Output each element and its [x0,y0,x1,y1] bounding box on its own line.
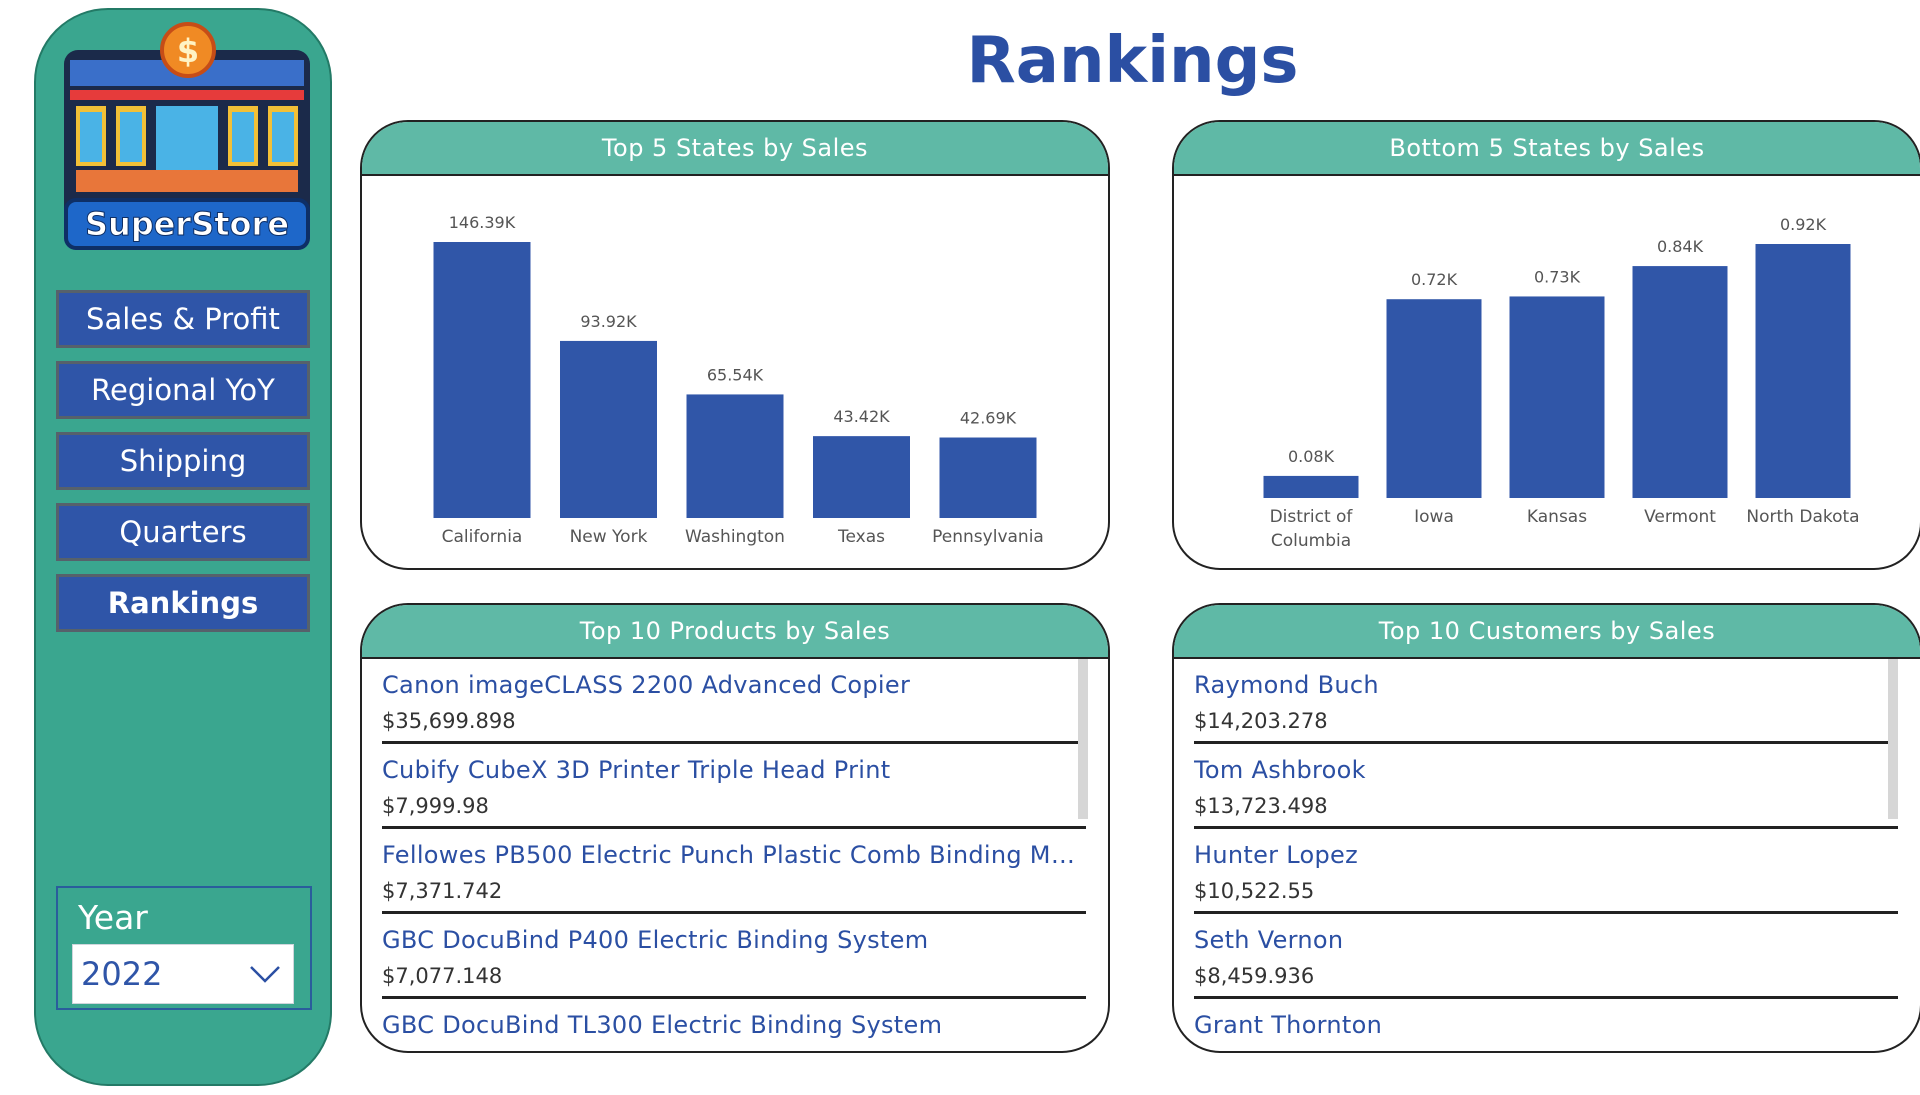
product-name: GBC DocuBind P400 Electric Binding Syste… [382,926,929,954]
category-label: Texas [837,527,885,547]
category-label: District of [1270,507,1354,527]
list-item[interactable]: GBC DocuBind P400 Electric Binding Syste… [382,914,1086,999]
customer-sales: $10,522.55 [1194,879,1315,903]
bar[interactable] [1755,244,1851,498]
category-label: Vermont [1644,507,1716,527]
product-sales: $7,077.148 [382,964,503,988]
card-title: Bottom 5 States by Sales [1174,122,1920,174]
top-states-chart: 146.39K California 93.92K New York 65.54K Was… [433,213,1044,547]
card-title: Top 5 States by Sales [362,122,1108,174]
products-list[interactable]: Canon imageCLASS 2200 Advanced Copier $3… [382,659,1086,1051]
category-label: California [442,527,523,547]
product-sales: $7,999.98 [382,794,489,818]
bottom-states-card: Bottom 5 States by Sales 0.08K District o… [1172,120,1920,570]
list-item[interactable]: Canon imageCLASS 2200 Advanced Copier $3… [382,659,1086,744]
data-label: 0.08K [1288,447,1335,466]
card-title: Top 10 Products by Sales [362,605,1108,657]
category-label: Pennsylvania [932,527,1044,547]
year-dropdown[interactable]: 2022 [72,944,294,1004]
top-products-card: Top 10 Products by Sales Canon imageCLAS… [360,603,1110,1053]
superstore-logo: $ SuperStore [58,20,316,274]
logo-text: SuperStore [85,205,289,243]
data-label: 0.84K [1657,237,1704,256]
list-item[interactable]: Cubify CubeX 3D Printer Triple Head Prin… [382,744,1086,829]
sidebar: $ SuperStore Sales & Profit Regional YoY… [34,8,332,1086]
year-filter: Year 2022 [56,886,312,1010]
year-selected-value: 2022 [81,955,163,993]
data-label: 42.69K [960,409,1017,428]
top-states-card: Top 5 States by Sales 146.39K California 9… [360,120,1110,570]
customer-sales: $8,459.936 [1194,964,1315,988]
bar[interactable] [686,394,784,518]
list-item[interactable]: Grant Thornton [1194,999,1898,1051]
nav-sales-profit-button[interactable]: Sales & Profit [56,290,310,348]
customer-sales: $14,203.278 [1194,709,1328,733]
bar[interactable] [560,340,657,518]
data-label: 43.42K [833,407,890,426]
product-sales: $7,371.742 [382,879,503,903]
customer-sales: $13,723.498 [1194,794,1328,818]
product-name: GBC DocuBind TL300 Electric Binding Syst… [382,1011,943,1039]
nav-regional-yoy-button[interactable]: Regional YoY [56,361,310,419]
category-label: Iowa [1414,507,1454,527]
page-title: Rankings [966,24,1299,98]
data-label: 0.73K [1534,267,1581,286]
bar[interactable] [1386,299,1482,498]
bar[interactable] [1632,266,1728,498]
customer-name: Tom Ashbrook [1194,756,1366,784]
list-item[interactable]: Raymond Buch $14,203.278 [1194,659,1898,744]
svg-text:$: $ [177,32,199,70]
list-item[interactable]: Seth Vernon $8,459.936 [1194,914,1898,999]
product-name: Fellowes PB500 Electric Punch Plastic Co… [382,841,1086,869]
data-label: 93.92K [580,312,637,331]
bar[interactable] [813,436,910,518]
nav-quarters-button[interactable]: Quarters [56,503,310,561]
list-item[interactable]: Hunter Lopez $10,522.55 [1194,829,1898,914]
category-label: Columbia [1271,531,1351,551]
bar[interactable] [433,242,531,518]
bar[interactable] [1263,475,1359,498]
data-label: 65.54K [707,365,764,384]
product-sales: $35,699.898 [382,709,516,733]
bottom-states-chart: 0.08K District of Columbia 0.72K Iowa 0.73K Ka… [1263,215,1860,551]
bar[interactable] [939,437,1037,518]
category-label: North Dakota [1746,507,1859,527]
product-name: Canon imageCLASS 2200 Advanced Copier [382,671,911,699]
customer-name: Grant Thornton [1194,1011,1383,1039]
customers-list[interactable]: Raymond Buch $14,203.278 Tom Ashbrook $1… [1194,659,1898,1051]
customer-name: Hunter Lopez [1194,841,1358,869]
top-customers-card: Top 10 Customers by Sales Raymond Buch $… [1172,603,1920,1053]
category-label: Kansas [1527,507,1587,527]
customer-name: Raymond Buch [1194,671,1379,699]
list-item[interactable]: Fellowes PB500 Electric Punch Plastic Co… [382,829,1086,914]
data-label: 0.72K [1411,270,1458,289]
list-item[interactable]: Tom Ashbrook $13,723.498 [1194,744,1898,829]
category-label: New York [570,527,648,547]
bar[interactable] [1509,296,1605,498]
chevron-down-icon [250,966,280,983]
products-scrollbar[interactable] [1078,659,1088,819]
nav-shipping-button[interactable]: Shipping [56,432,310,490]
card-title: Top 10 Customers by Sales [1174,605,1920,657]
customers-scrollbar[interactable] [1888,659,1898,819]
nav-rankings-button[interactable]: Rankings [56,574,310,632]
data-label: 0.92K [1780,215,1827,234]
customer-name: Seth Vernon [1194,926,1344,954]
data-label: 146.39K [449,213,516,232]
year-filter-label: Year [78,898,148,937]
list-item[interactable]: GBC DocuBind TL300 Electric Binding Syst… [382,999,1086,1051]
category-label: Washington [685,527,785,547]
product-name: Cubify CubeX 3D Printer Triple Head Prin… [382,756,891,784]
